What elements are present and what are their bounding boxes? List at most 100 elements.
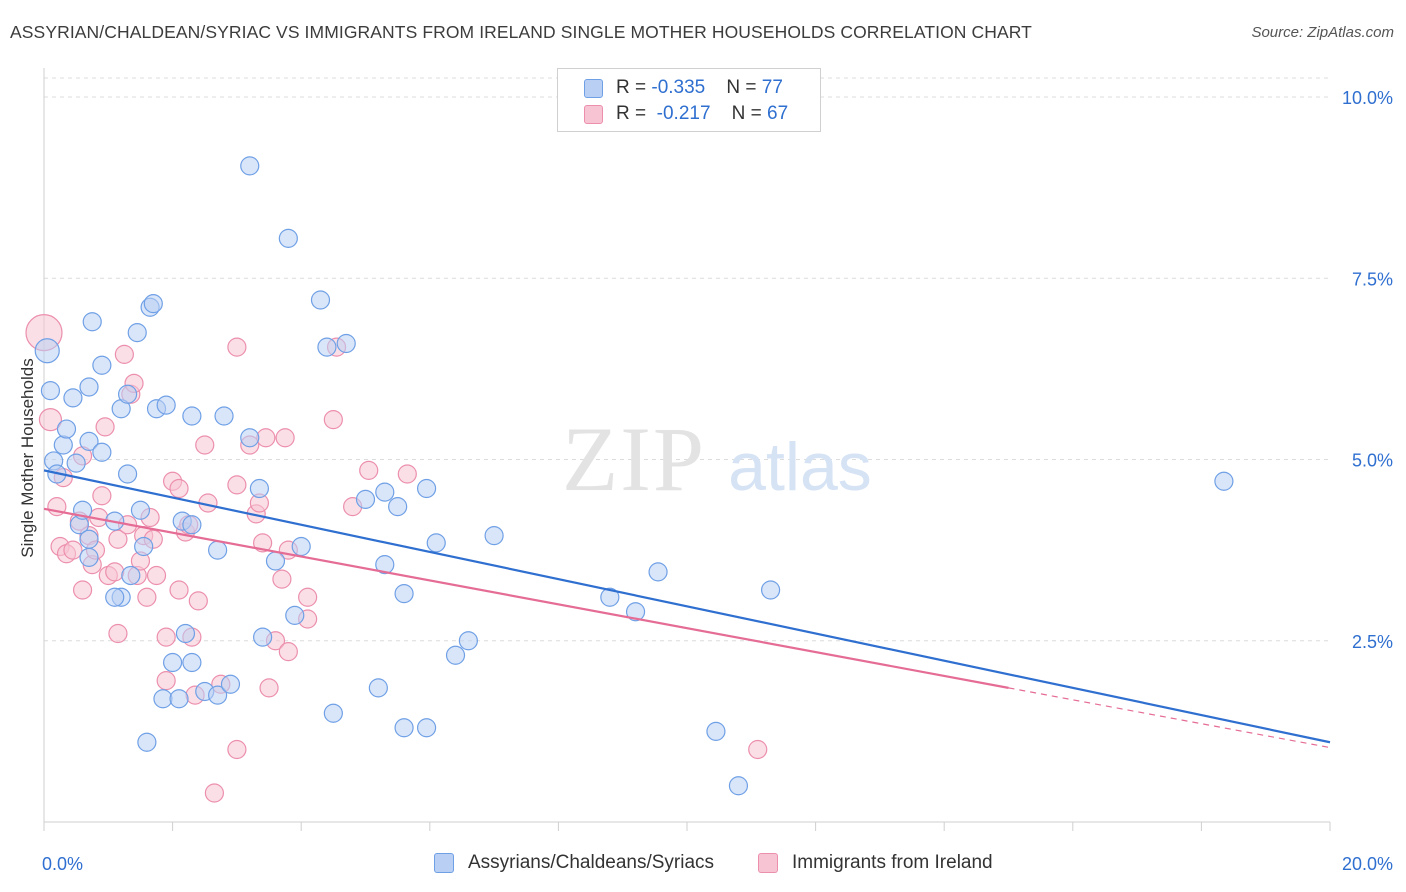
data-point bbox=[1214, 471, 1234, 491]
data-point bbox=[375, 482, 395, 502]
data-point bbox=[188, 591, 208, 611]
data-point bbox=[760, 580, 781, 600]
x-tick-label: 0.0% bbox=[42, 854, 83, 874]
bottom-legend-label: Immigrants from Ireland bbox=[792, 852, 993, 873]
data-point bbox=[416, 718, 437, 738]
watermark-zip: ZIP bbox=[562, 408, 706, 510]
data-point bbox=[137, 732, 157, 752]
legend-swatch-blue bbox=[584, 79, 603, 98]
data-point bbox=[169, 689, 189, 709]
tick-labels: 2.5% 5.0% 7.5% 10.0% 0.0% 20.0% bbox=[42, 88, 1393, 874]
data-point bbox=[156, 395, 176, 415]
grid bbox=[44, 77, 1330, 642]
data-point bbox=[278, 228, 298, 248]
data-point bbox=[445, 645, 466, 665]
data-point bbox=[40, 381, 61, 401]
data-point bbox=[625, 602, 646, 622]
data-point bbox=[95, 417, 115, 437]
data-point bbox=[108, 529, 128, 549]
y-axis-label: Single Mother Households bbox=[18, 358, 37, 558]
n-label: N = bbox=[726, 77, 762, 98]
data-point bbox=[38, 408, 63, 432]
data-point bbox=[92, 355, 112, 375]
bottom-legend-swatch-blue bbox=[434, 853, 454, 873]
data-point bbox=[359, 460, 379, 480]
data-point bbox=[416, 478, 437, 499]
data-point bbox=[79, 547, 99, 567]
data-point bbox=[163, 652, 183, 673]
watermark-atlas: atlas bbox=[728, 429, 872, 505]
r-label: R = bbox=[616, 103, 652, 124]
trend-lines bbox=[43, 469, 1331, 749]
data-point bbox=[227, 475, 247, 495]
data-point bbox=[105, 562, 125, 582]
data-point bbox=[53, 435, 73, 455]
y-tick-label: 2.5% bbox=[1352, 632, 1393, 652]
data-point bbox=[323, 410, 343, 430]
data-point bbox=[63, 540, 83, 560]
data-point bbox=[253, 533, 273, 553]
data-point bbox=[134, 536, 154, 557]
n-label: N = bbox=[731, 103, 768, 124]
data-point bbox=[137, 587, 157, 607]
source-label: Source: ZipAtlas.com bbox=[1251, 24, 1394, 41]
n-value: 67 bbox=[767, 103, 789, 124]
data-point bbox=[56, 419, 77, 439]
data-point bbox=[175, 623, 196, 644]
watermark: ZIP atlas bbox=[562, 408, 872, 510]
data-point bbox=[182, 652, 202, 673]
y-tick-label: 7.5% bbox=[1352, 269, 1393, 289]
data-point bbox=[82, 312, 102, 332]
data-point bbox=[108, 623, 128, 644]
data-point bbox=[728, 776, 749, 796]
data-point bbox=[648, 562, 668, 582]
y-tick-label: 10.0% bbox=[1342, 88, 1393, 108]
data-point bbox=[130, 500, 151, 520]
data-point bbox=[484, 526, 504, 546]
data-point bbox=[249, 478, 270, 499]
trend-line-extension bbox=[1008, 687, 1331, 749]
trend-line bbox=[43, 507, 1009, 689]
data-point bbox=[214, 406, 234, 426]
legend-text-ireland: R = -0.217 N = 67 bbox=[616, 103, 788, 125]
data-point bbox=[394, 584, 414, 604]
data-point bbox=[117, 384, 138, 404]
data-point bbox=[317, 337, 337, 357]
data-point bbox=[285, 605, 305, 625]
data-point bbox=[426, 533, 446, 553]
bottom-legend-label: Assyrians/Chaldeans/Syriacs bbox=[468, 852, 715, 873]
data-point bbox=[600, 587, 620, 607]
data-point bbox=[153, 689, 173, 709]
data-point bbox=[208, 540, 228, 560]
data-point bbox=[706, 721, 726, 741]
data-point bbox=[121, 565, 141, 586]
data-point bbox=[278, 642, 298, 662]
data-point bbox=[265, 551, 286, 571]
data-point bbox=[355, 489, 376, 509]
correlation-legend: R = -0.335 N = 77 R = -0.217 N = 67 bbox=[557, 68, 821, 132]
data-point bbox=[204, 783, 224, 803]
data-point bbox=[336, 333, 356, 354]
data-point bbox=[34, 338, 60, 364]
chart-title: ASSYRIAN/CHALDEAN/SYRIAC VS IMMIGRANTS F… bbox=[10, 22, 1032, 42]
data-point bbox=[275, 428, 295, 448]
trend-line bbox=[43, 469, 1331, 744]
r-value: -0.217 bbox=[656, 103, 711, 124]
x-tick-label: 20.0% bbox=[1342, 854, 1393, 874]
data-point bbox=[66, 453, 86, 473]
data-point bbox=[256, 428, 276, 448]
data-point bbox=[195, 435, 215, 455]
data-point bbox=[227, 337, 247, 357]
data-point bbox=[397, 464, 417, 484]
data-point bbox=[63, 388, 83, 408]
data-point bbox=[220, 674, 241, 694]
legend-swatch-pink bbox=[584, 105, 603, 124]
axes bbox=[43, 68, 1331, 831]
data-point bbox=[375, 555, 395, 575]
data-point bbox=[227, 739, 247, 760]
bottom-legend-swatch-pink bbox=[758, 853, 778, 873]
data-point bbox=[310, 290, 331, 310]
data-point bbox=[253, 627, 273, 647]
n-value: 77 bbox=[761, 77, 783, 98]
